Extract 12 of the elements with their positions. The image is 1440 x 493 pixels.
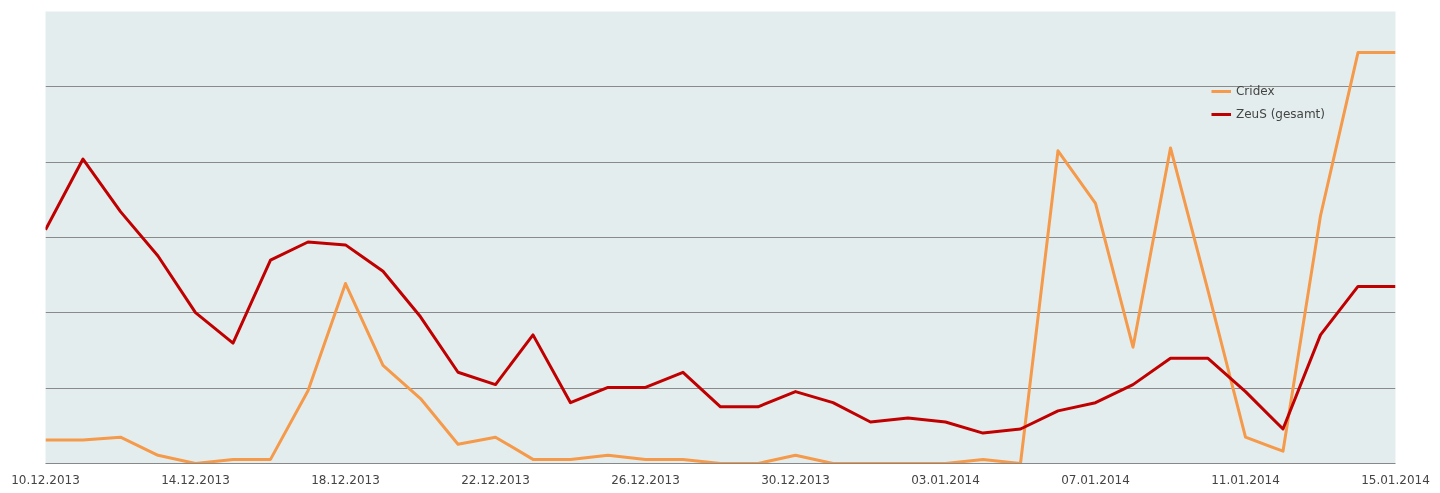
legend-label: Cridex <box>1235 84 1275 98</box>
x-tick-label: 11.01.2014 <box>1211 472 1280 487</box>
x-tick-label: 22.12.2013 <box>461 472 530 487</box>
x-tick-label: 07.01.2014 <box>1061 472 1130 487</box>
x-tick-label: 18.12.2013 <box>311 472 380 487</box>
x-tick-label: 14.12.2013 <box>161 472 230 487</box>
x-tick-label: 03.01.2014 <box>911 472 980 487</box>
legend-label: ZeuS (gesamt) <box>1235 107 1325 121</box>
x-tick-label: 26.12.2013 <box>611 472 680 487</box>
x-tick-label: 15.01.2014 <box>1361 472 1430 487</box>
x-tick-label: 10.12.2013 <box>11 472 80 487</box>
x-tick-label: 30.12.2013 <box>761 472 830 487</box>
